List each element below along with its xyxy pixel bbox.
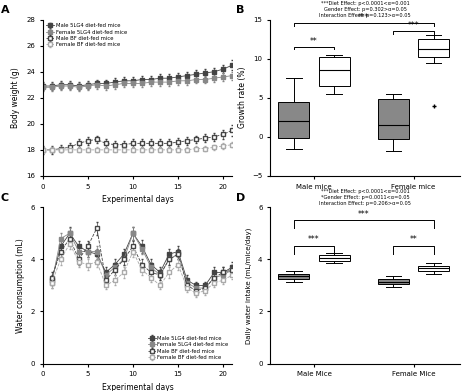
Y-axis label: Growth rate (%): Growth rate (%) bbox=[238, 67, 247, 129]
PathPatch shape bbox=[319, 57, 349, 86]
PathPatch shape bbox=[278, 274, 309, 279]
Text: ***: *** bbox=[408, 22, 419, 30]
Y-axis label: Daily water intake (mL/mice/day): Daily water intake (mL/mice/day) bbox=[246, 227, 253, 344]
PathPatch shape bbox=[319, 255, 349, 261]
Text: ***Diet Effect: p<0.0001<α=0.001
*Gender Effect: p=0.0011<α=0.05
Interaction Eff: ***Diet Effect: p<0.0001<α=0.001 *Gender… bbox=[319, 189, 411, 206]
Text: B: B bbox=[236, 5, 245, 15]
X-axis label: Experimental days: Experimental days bbox=[101, 195, 173, 204]
Legend: Male 5LG4 diet-fed mice, Female 5LG4 diet-fed mice, Male BF diet-fed mice, Femal: Male 5LG4 diet-fed mice, Female 5LG4 die… bbox=[147, 335, 229, 361]
PathPatch shape bbox=[418, 39, 449, 57]
Legend: Std Diet, BF Diet: Std Diet, BF Diet bbox=[273, 209, 352, 220]
Y-axis label: Water consumption (mL): Water consumption (mL) bbox=[16, 238, 25, 333]
Legend: Male 5LG4 diet-fed mice, Female 5LG4 diet-fed mice, Male BF diet-fed mice, Femal: Male 5LG4 diet-fed mice, Female 5LG4 die… bbox=[46, 22, 128, 48]
Text: A: A bbox=[1, 5, 9, 15]
Text: ***: *** bbox=[358, 13, 370, 22]
PathPatch shape bbox=[418, 266, 449, 271]
X-axis label: Experimental days: Experimental days bbox=[101, 383, 173, 391]
Text: ***Diet Effect: p<0.0001<α=0.001
Gender Effect: p=0.302>α=0.05
Interaction Effec: ***Diet Effect: p<0.0001<α=0.001 Gender … bbox=[319, 2, 411, 18]
Text: D: D bbox=[236, 193, 246, 203]
Text: **: ** bbox=[310, 37, 318, 46]
PathPatch shape bbox=[278, 102, 309, 138]
PathPatch shape bbox=[378, 99, 409, 139]
Text: C: C bbox=[1, 193, 9, 203]
Text: ***: *** bbox=[308, 235, 320, 244]
Y-axis label: Body weight (g): Body weight (g) bbox=[11, 67, 20, 128]
Text: **: ** bbox=[410, 235, 418, 244]
Text: ***: *** bbox=[358, 210, 370, 219]
PathPatch shape bbox=[378, 279, 409, 284]
